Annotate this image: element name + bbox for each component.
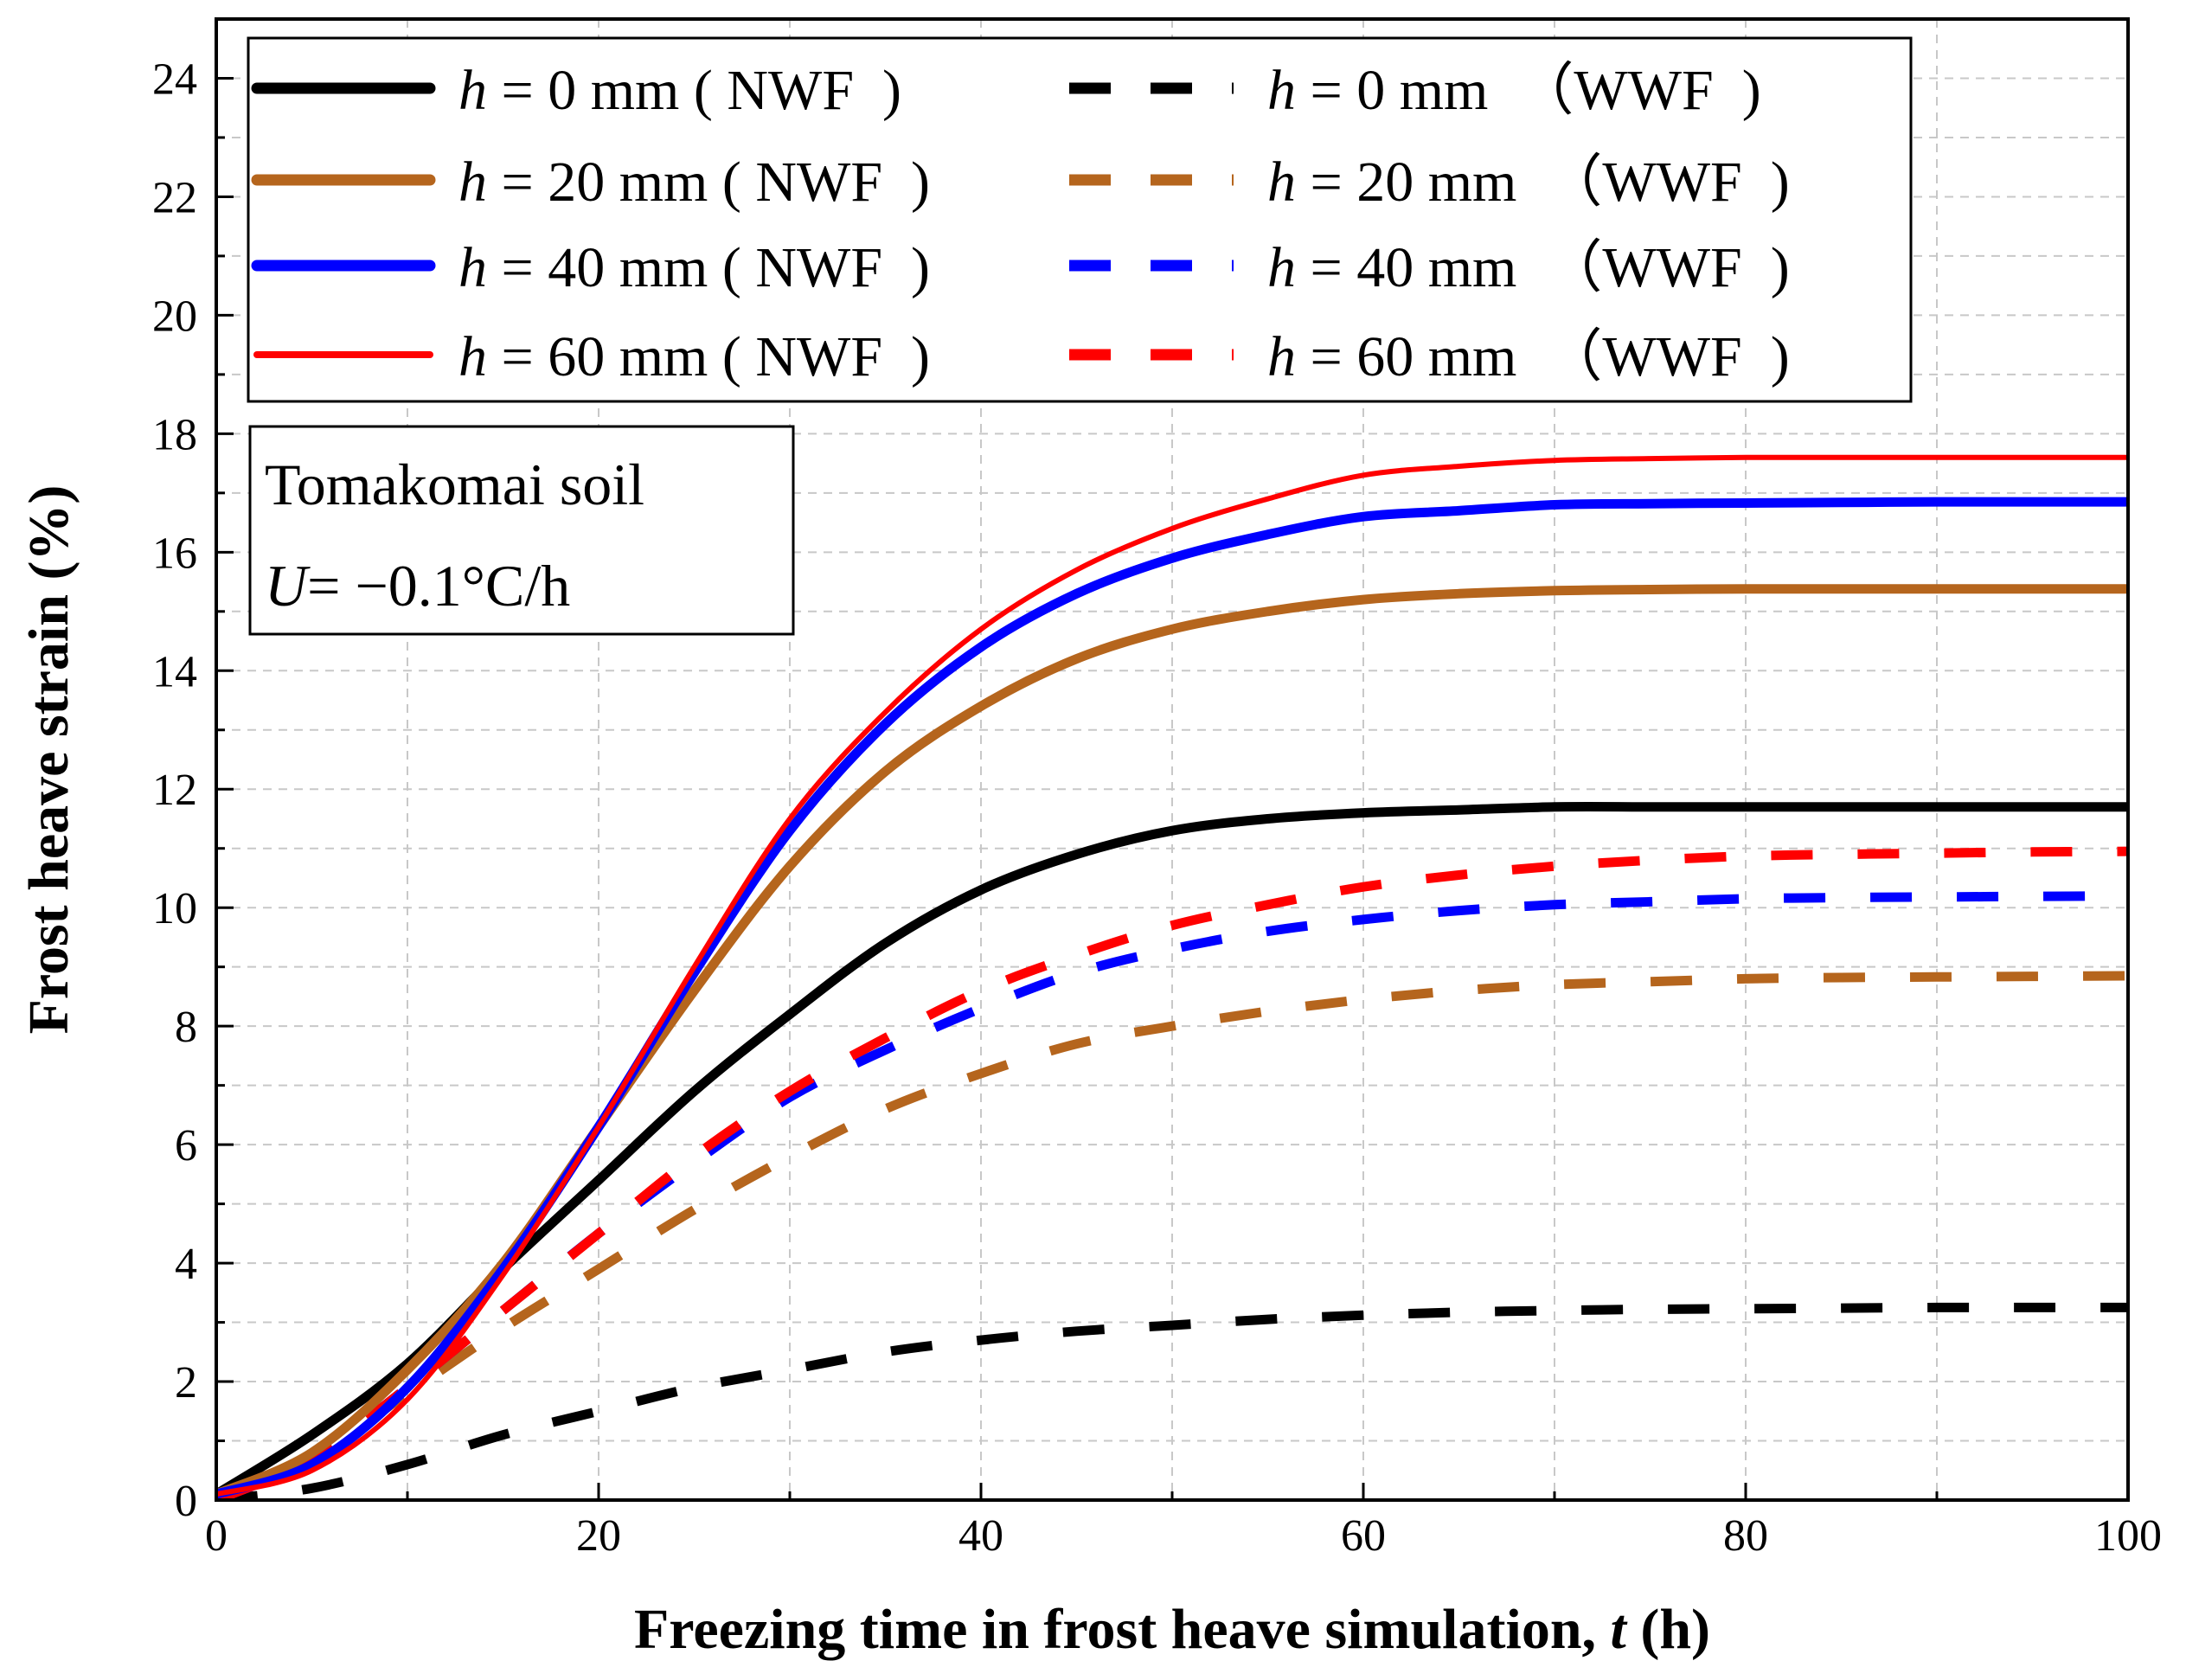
y-tick-label: 22 bbox=[152, 173, 197, 222]
x-tick-label: 100 bbox=[2094, 1511, 2162, 1561]
y-tick-label: 4 bbox=[175, 1240, 197, 1289]
series-line-4 bbox=[216, 454, 2128, 1497]
y-tick-label: 14 bbox=[152, 647, 197, 696]
legend-label-5: h = 0 mm （WWF ) bbox=[1267, 59, 1761, 122]
annotation: Tomakomai soil U= −0.1°C/h bbox=[248, 425, 795, 636]
y-tick-label: 6 bbox=[175, 1121, 197, 1170]
x-axis-title: Freezing time in frost heave simulation,… bbox=[634, 1598, 1710, 1661]
legend-label-1: h = 0 mm ( NWF ) bbox=[458, 59, 901, 122]
y-tick-label: 10 bbox=[152, 884, 197, 933]
legend-label-7: h = 40 mm （WWF ) bbox=[1267, 236, 1790, 299]
series-line-5 bbox=[216, 1302, 2128, 1500]
series-line-3 bbox=[216, 497, 2128, 1499]
legend-box bbox=[247, 36, 1913, 403]
legend-label-4: h = 60 mm ( NWF ) bbox=[458, 325, 930, 388]
legend: h = 0 mm ( NWF ) h = 20 mm ( NWF ) h = 40 … bbox=[247, 36, 1913, 403]
x-tick-label: 40 bbox=[958, 1511, 1003, 1561]
y-axis-title: Frost heave strain (%) bbox=[17, 485, 80, 1035]
series-line-8 bbox=[216, 846, 2128, 1500]
y-tick-label: 0 bbox=[175, 1477, 197, 1526]
legend-label-8: h = 60 mm （WWF ) bbox=[1267, 325, 1790, 388]
series-line-6 bbox=[216, 971, 2128, 1500]
y-tick-label: 8 bbox=[175, 1003, 197, 1052]
annotation-rate: U= −0.1°C/h bbox=[265, 553, 570, 619]
x-tick-label: 60 bbox=[1341, 1511, 1386, 1561]
legend-label-3: h = 40 mm ( NWF ) bbox=[458, 236, 930, 299]
y-tick-label: 20 bbox=[152, 292, 197, 341]
y-tick-label: 18 bbox=[152, 410, 197, 459]
y-tick-label: 12 bbox=[152, 766, 197, 815]
annotation-soil: Tomakomai soil bbox=[265, 452, 644, 517]
y-tick-label: 24 bbox=[152, 55, 197, 104]
legend-label-2: h = 20 mm ( NWF ) bbox=[458, 151, 930, 214]
y-tick-label: 2 bbox=[175, 1358, 197, 1407]
legend-label-6: h = 20 mm （WWF ) bbox=[1267, 151, 1790, 214]
x-tick-label: 20 bbox=[576, 1511, 621, 1561]
x-tick-label: 0 bbox=[205, 1511, 228, 1561]
annotation-box bbox=[248, 425, 795, 636]
x-tick-label: 80 bbox=[1723, 1511, 1768, 1561]
series-layer bbox=[216, 454, 2128, 1500]
y-tick-label: 16 bbox=[152, 529, 197, 578]
